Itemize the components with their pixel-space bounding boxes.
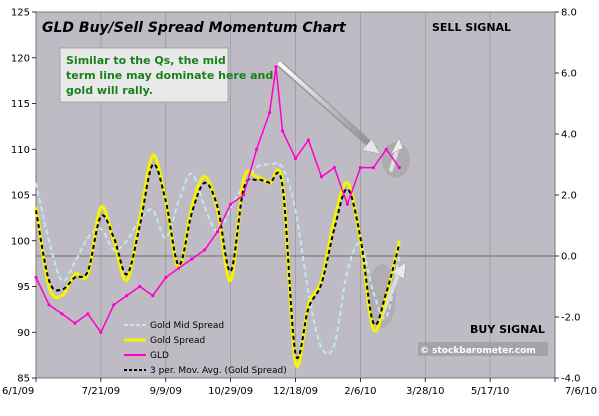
annotation-background: [59, 47, 229, 103]
annotation-box: Similar to the Qs, the mid term line may…: [59, 47, 277, 103]
data-point-gld: [371, 166, 375, 170]
y-left-tick-label: 105: [11, 191, 30, 202]
buy-signal-label: BUY SIGNAL: [470, 323, 545, 336]
axes: 6/1/09 7/21/09 9/9/09 10/29/09 12/18/09 2/6/1…: [2, 8, 597, 398]
y-right-tick-label: -4.0: [561, 374, 581, 385]
data-point-gld: [332, 166, 336, 170]
series-line-moving-average: [35, 163, 401, 359]
data-point-gld: [73, 321, 77, 325]
y-left-tick-label: 100: [11, 236, 30, 247]
legend-label-moving-average: 3 per. Mov. Avg. (Gold Spread): [150, 366, 287, 376]
data-point-gld: [99, 330, 103, 334]
data-point-gld: [358, 166, 362, 170]
y-right-tick-label: 8.0: [561, 8, 577, 19]
series-layer: [34, 65, 401, 369]
x-tick-label: 6/1/09: [2, 386, 34, 397]
y-left-tick-label: 90: [17, 328, 30, 339]
data-point-gld: [177, 266, 181, 270]
data-point-gld: [216, 230, 220, 234]
data-point-gld: [229, 202, 233, 206]
legend-label-gold-spread: Gold Spread: [150, 336, 205, 346]
y-right-tick-label: -2.0: [561, 313, 581, 324]
data-point-gld: [60, 312, 64, 316]
data-point-gld: [268, 111, 272, 115]
data-point-gld: [255, 147, 259, 151]
data-point-gld: [280, 129, 285, 133]
copyright-text: © stockbarometer.com: [420, 346, 536, 356]
data-point-gld: [319, 175, 324, 179]
annotation-line-2: term line may dominate here and: [66, 69, 273, 82]
data-point-gld: [274, 65, 278, 69]
x-tick-label: 3/28/10: [406, 386, 445, 397]
data-point-gld: [345, 202, 349, 206]
data-point-gld: [164, 275, 168, 279]
legend-label-gold-mid-spread: Gold Mid Spread: [150, 321, 224, 331]
y-left-tick-label: 125: [11, 8, 30, 19]
x-tick-label: 9/9/09: [150, 386, 182, 397]
y-right-tick-label: 0.0: [561, 252, 577, 263]
y-right-tick-label: 2.0: [561, 191, 577, 202]
data-point-gld: [397, 166, 401, 170]
copyright-background: [418, 342, 548, 356]
x-tick-label: 7/6/10: [565, 386, 597, 397]
data-point-gld: [112, 303, 116, 307]
sell-signal-label: SELL SIGNAL: [432, 21, 511, 34]
data-point-gld: [293, 156, 298, 160]
x-tick-label: 12/18/09: [273, 386, 318, 397]
data-point-gld: [138, 284, 142, 289]
legend-label-gld: GLD: [150, 351, 169, 361]
data-point-gld: [34, 275, 38, 279]
y-right-tick-label: 4.0: [561, 130, 577, 141]
x-tick-label: 10/29/09: [208, 386, 253, 397]
y-left-tick-label: 120: [11, 53, 30, 64]
annotation-text: Similar to the Qs, the mid term line may…: [66, 54, 277, 97]
x-tick-label: 7/21/09: [82, 386, 121, 397]
data-point-gld: [125, 294, 129, 298]
data-point-gld: [203, 248, 207, 252]
copyright-badge: © stockbarometer.com: [418, 342, 548, 356]
data-point-gld: [306, 138, 311, 142]
legend: Gold Mid Spread Gold Spread GLD 3 per. M…: [124, 321, 287, 376]
data-point-gld: [86, 312, 90, 316]
data-point-gld: [190, 257, 194, 261]
annotation-line-1: Similar to the Qs, the mid: [66, 54, 226, 67]
y-left-tick-label: 95: [17, 282, 30, 293]
annotation-line-3: gold will rally.: [66, 84, 153, 97]
y-left-tick-label: 110: [11, 145, 30, 156]
series-line-gold-spread: [34, 153, 401, 369]
y-left-tick-label: 115: [11, 99, 30, 110]
data-point-gld: [47, 303, 51, 307]
y-right-tick-label: 6.0: [561, 69, 577, 80]
x-tick-label: 2/6/10: [344, 386, 376, 397]
y-left-tick-label: 85: [17, 374, 30, 385]
data-point-gld: [151, 294, 155, 298]
data-point-gld: [242, 193, 246, 197]
series-line-gld: [35, 66, 400, 334]
data-point-gld: [384, 147, 388, 151]
x-tick-label: 5/17/10: [471, 386, 510, 397]
chart-title: GLD Buy/Sell Spread Momentum Chart: [42, 20, 347, 36]
